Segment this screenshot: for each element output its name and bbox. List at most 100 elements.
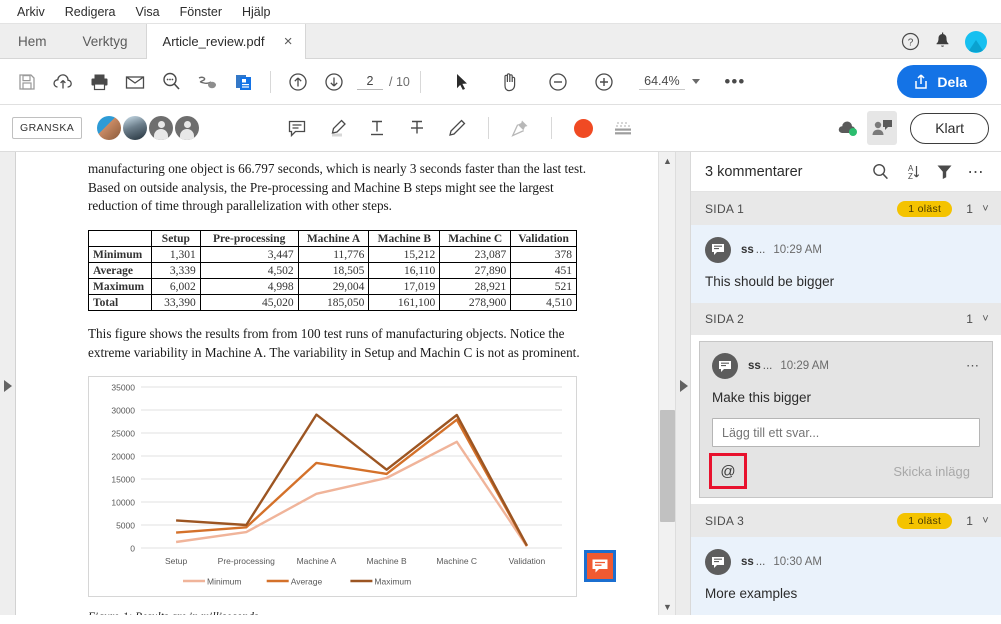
table-cell: 278,900 [439,294,512,312]
more-options-icon[interactable]: ⋯ [967,163,985,181]
comment-card-selected[interactable]: ss ... 10:29 AM ⋯ Make this bigger Lägg … [699,341,993,499]
comment-card[interactable]: ss ... 10:29 AM This should be bigger [691,224,1001,303]
menu-item-arkiv[interactable]: Arkiv [17,4,45,19]
comment-author: ss [748,360,761,373]
avatar-photo-2[interactable] [123,116,148,140]
tab-home[interactable]: Hem [18,33,47,49]
chevron-down-icon [691,79,700,84]
page-total-label: / 10 [389,74,410,89]
paragraph-1: manufacturing one object is 66.797 secon… [88,161,587,214]
table-cell: 18,505 [297,262,370,280]
filter-icon[interactable] [931,159,957,185]
reviewer-avatars [97,116,201,140]
avatar-photo-1[interactable] [97,116,122,140]
mention-button[interactable]: @ [709,453,747,490]
close-icon[interactable]: × [283,33,293,50]
more-tools-button[interactable]: ••• [718,65,752,99]
underline-icon[interactable] [360,111,394,145]
chevron-down-icon[interactable]: ˅ [982,514,989,527]
line-chart: 0 5000 10000 15000 20000 25000 30000 35000 Setup… [111,382,562,586]
page-number-input[interactable]: 2 [357,74,383,90]
document-scrollbar[interactable]: ▲ ▼ [658,152,675,615]
group-count: 1 [966,312,974,327]
reviewer-comment-icon[interactable] [867,111,898,145]
expand-right-panel-icon[interactable] [680,380,688,392]
expand-left-panel-icon[interactable] [4,380,12,392]
svg-text:?: ? [908,38,914,49]
comment-options-icon[interactable]: ⋯ [966,358,980,374]
sticky-note-icon[interactable] [280,111,314,145]
pointer-icon[interactable] [445,65,479,99]
comment-group-header-page-3[interactable]: SIDA 3 1 oläst 1 ˅ [691,504,1001,538]
svg-text:Pre-processing: Pre-processing [218,556,275,566]
comment-text: More examples [705,586,798,602]
search-icon[interactable] [867,159,893,185]
tab-document[interactable]: Article_review.pdf × [145,24,306,59]
draw-icon[interactable] [440,111,474,145]
scrollbar-thumb[interactable] [660,410,675,522]
table-cell: 1,301 [150,246,201,264]
table-cell: Total [88,294,152,312]
help-icon[interactable]: ? [901,32,920,51]
save-icon[interactable] [10,65,44,99]
avatar[interactable] [965,30,987,53]
chevron-down-icon[interactable]: ˅ [982,202,989,215]
cloud-status-icon[interactable] [834,111,864,145]
email-icon[interactable] [118,65,152,99]
comment-card[interactable]: ss ... 10:30 AM More examples [691,537,1001,615]
zoom-out-icon[interactable] [541,65,575,99]
scroll-up-icon[interactable]: ▲ [663,155,672,166]
chevron-down-icon[interactable]: ˅ [982,313,989,326]
menu-item-fonster[interactable]: Fönster [179,4,222,19]
zoom-level-select[interactable]: 64.4% [638,74,700,90]
table-row: Total 33,390 45,020 185,050 161,100 278,… [88,294,577,312]
table-row: Maximum 6,002 4,998 29,004 17,019 28,921… [88,278,577,296]
pin-icon[interactable] [503,111,537,145]
upload-cloud-icon[interactable] [46,65,80,99]
tab-strip: Hem Verktyg Article_review.pdf × ? [0,24,1001,59]
comment-group-header-page-2[interactable]: SIDA 2 1 ˅ [691,302,1001,336]
table-header-cell: Validation [510,230,577,248]
table-cell: 45,020 [199,294,299,312]
comment-group-header-page-1[interactable]: SIDA 1 1 oläst 1 ˅ [691,192,1001,225]
next-page-icon[interactable] [317,65,351,99]
right-rail-toggle[interactable] [675,152,690,615]
menu-item-visa[interactable]: Visa [135,4,160,19]
search-icon[interactable] [154,65,188,99]
document-view[interactable]: manufacturing one object is 66.797 secon… [16,152,658,615]
done-button[interactable]: Klart [910,112,989,144]
send-post-button[interactable]: Skicka inlägg [893,463,970,479]
share-icon [913,73,929,90]
scroll-down-icon[interactable]: ▼ [663,601,672,612]
annotation-color-swatch[interactable] [566,111,600,145]
svg-text:Average: Average [291,576,323,586]
svg-text:Setup: Setup [165,556,187,566]
pages-icon[interactable] [226,65,260,99]
svg-text:5000: 5000 [116,520,135,530]
comments-count-title: 3 kommentarer [705,163,803,180]
bell-icon[interactable] [934,32,951,51]
strikethrough-icon[interactable] [400,111,434,145]
comment-marker[interactable] [584,550,616,582]
highlight-icon[interactable] [320,111,354,145]
avatar-generic-2[interactable] [175,116,200,140]
menu-item-hjalp[interactable]: Hjälp [242,4,271,19]
reply-input[interactable]: Lägg till ett svar... [712,418,980,448]
menu-item-redigera[interactable]: Redigera [64,4,116,19]
print-icon[interactable] [82,65,116,99]
table-cell: 4,998 [199,278,299,296]
sign-icon[interactable] [190,65,224,99]
share-button[interactable]: Dela [897,65,987,98]
zoom-in-icon[interactable] [587,65,621,99]
table-cell: 4,502 [199,262,299,280]
left-navigation-rail[interactable] [0,152,16,615]
previous-page-icon[interactable] [281,65,315,99]
table-cell: 378 [510,246,577,264]
hand-icon[interactable] [493,65,527,99]
svg-text:A: A [908,164,914,173]
avatar-generic-1[interactable] [149,116,174,140]
tab-tools[interactable]: Verktyg [82,33,128,49]
text-lines-icon[interactable] [606,111,640,145]
zoom-level-value: 64.4% [638,74,685,90]
